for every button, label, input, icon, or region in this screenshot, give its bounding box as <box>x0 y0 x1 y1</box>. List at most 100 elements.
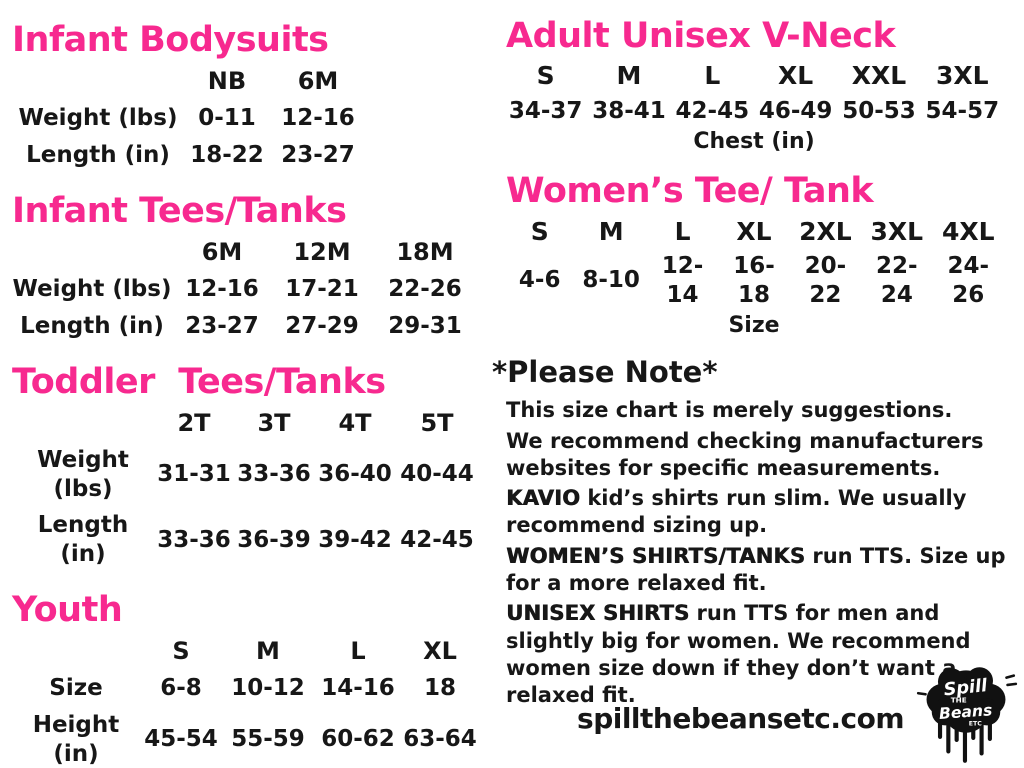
note-text: kid’s shirts run slim. We usually recomm… <box>506 486 967 538</box>
size-header-row: NB 6M <box>12 62 478 100</box>
note-line: UNISEX SHIRTS run TTS for men and slight… <box>506 600 1018 709</box>
table-row: Length (in) 23-27 27-29 29-31 <box>12 308 478 345</box>
size-column-header: 6M <box>297 67 339 96</box>
note-section: *Please Note* This size chart is merely … <box>492 355 1018 709</box>
size-column-header: L <box>350 637 366 665</box>
size-value-cell: 12-16 <box>281 105 355 132</box>
size-value-cell: 20-22 <box>804 252 847 308</box>
size-value-cell: 22-26 <box>388 276 462 302</box>
note-text: This size chart is merely suggestions. <box>506 398 953 423</box>
section-infant-bodysuits: Infant Bodysuits NB 6M Weight (lbs) 0-11… <box>12 20 478 174</box>
size-value-cell: 46-49 <box>758 97 833 124</box>
section-infant-tees: Infant Tees/Tanks 6M 12M 18M Weight (lbs… <box>12 191 478 345</box>
size-column-header: 4T <box>338 408 372 437</box>
table-row: Height (in) 45-54 55-59 60-62 63-64 <box>12 707 478 768</box>
size-value-cell: 55-59 <box>231 726 305 753</box>
size-value-cell: 54-57 <box>925 97 1000 124</box>
infant-tees-table: 6M 12M 18M Weight (lbs) 12-16 17-21 22-2… <box>12 233 478 345</box>
size-header-row: 6M 12M 18M <box>12 233 478 271</box>
size-value-cell: 24-26 <box>947 252 990 308</box>
size-value-cell: 6-8 <box>160 675 202 701</box>
table-row: Size 6-8 10-12 14-16 18 <box>12 670 478 707</box>
size-header-row: S M L XL XXL 3XL <box>504 58 1004 93</box>
adult-vneck-table: S M L XL XXL 3XL 34-37 38-41 42-45 46-49… <box>504 58 1004 128</box>
website-text: spillthebeansetc.com <box>577 702 904 735</box>
size-value-cell: 31-31 <box>157 461 231 488</box>
row-label: Weight (lbs) <box>18 105 178 132</box>
infant-bodysuits-title: Infant Bodysuits <box>12 20 329 60</box>
section-adult-vneck: Adult Unisex V-Neck S M L XL XXL 3XL 34-… <box>492 16 1018 154</box>
note-emphasis: KAVIO <box>506 486 581 511</box>
note-text: We recommend checking manufacturers webs… <box>506 428 984 480</box>
size-column-header: M <box>616 61 642 91</box>
note-line: WOMEN’S SHIRTS/TANKS run TTS. Size up fo… <box>506 543 1018 598</box>
size-column-header: 3XL <box>936 61 989 91</box>
note-title: *Please Note* <box>492 355 718 390</box>
section-toddler-tees: Toddler Tees/Tanks 2T 3T 4T 5T Weight (l… <box>12 362 478 573</box>
womens-tee-title: Women’s Tee/ Tank <box>506 171 874 212</box>
size-column-header: 12M <box>293 238 351 266</box>
size-column-header: 2T <box>177 408 211 437</box>
size-value-cell: 42-45 <box>675 97 750 124</box>
size-value-cell: 60-62 <box>321 726 395 753</box>
size-value-cell: 33-36 <box>237 461 311 488</box>
infant-tees-title: Infant Tees/Tanks <box>12 190 347 231</box>
womens-tee-table: S M L XL 2XL 3XL 4XL 4-6 8-10 12-14 16-1… <box>504 214 1004 313</box>
logo-text-spill: Spill <box>943 676 989 701</box>
row-label: Weight (lbs) <box>37 446 129 502</box>
table-row: Length (in) 18-22 23-27 <box>12 137 478 174</box>
youth-table: S M L XL Size 6-8 10-12 14-16 18 Height … <box>12 632 478 768</box>
size-column-header: NB <box>207 67 247 96</box>
axis-label: Chest (in) <box>693 129 815 155</box>
size-value-cell: 38-41 <box>592 97 666 124</box>
size-column-header: S <box>530 216 549 246</box>
logo-text-the: THE <box>951 696 967 705</box>
size-column-header: XL <box>423 637 457 665</box>
youth-title: Youth <box>12 589 123 630</box>
size-column-header: S <box>536 61 555 91</box>
size-header-row: S M L XL <box>12 632 478 670</box>
table-row: 34-37 38-41 42-45 46-49 50-53 54-57 <box>504 94 1004 129</box>
size-column-header: 4XL <box>941 216 995 246</box>
adult-vneck-title: Adult Unisex V-Neck <box>506 16 896 56</box>
size-value-cell: 29-31 <box>388 312 462 339</box>
section-womens-tee: Women’s Tee/ Tank S M L XL 2XL 3XL 4XL 4… <box>492 171 1018 338</box>
size-column-header: 6M <box>201 238 243 266</box>
size-value-cell: 0-11 <box>198 105 256 132</box>
size-column-header: S <box>172 637 190 665</box>
size-value-cell: 16-18 <box>733 252 775 308</box>
size-value-cell: 22-24 <box>876 252 918 308</box>
table-row: Weight (lbs) 0-11 12-16 <box>12 100 478 137</box>
size-column-header: M <box>256 637 280 665</box>
size-value-cell: 27-29 <box>285 312 359 339</box>
note-line: KAVIO kid’s shirts run slim. We usually … <box>506 485 1018 540</box>
axis-label: Size <box>728 313 780 339</box>
size-value-cell: 63-64 <box>403 726 477 753</box>
logo-sparkles <box>916 674 1018 696</box>
row-label: Length (in) <box>26 142 170 168</box>
note-emphasis: UNISEX SHIRTS <box>506 601 690 626</box>
right-column: Adult Unisex V-Neck S M L XL XXL 3XL 34-… <box>492 16 1018 713</box>
size-value-cell: 42-45 <box>400 526 474 553</box>
size-value-cell: 12-16 <box>185 276 259 302</box>
section-youth: Youth S M L XL Size 6-8 10-12 14-16 18 H… <box>12 590 478 768</box>
row-label: Length (in) <box>37 512 129 567</box>
size-value-cell: 45-54 <box>144 726 218 753</box>
size-header-row: S M L XL 2XL 3XL 4XL <box>504 214 1004 249</box>
size-value-cell: 36-40 <box>318 461 392 488</box>
size-column-header: XL <box>736 216 772 246</box>
note-text: run TTS. Size up for a more relaxed fit. <box>506 543 1006 596</box>
size-column-header: 5T <box>420 408 454 437</box>
size-column-header: XL <box>778 61 814 91</box>
table-row: Length (in) 33-36 36-39 39-42 42-45 <box>12 507 478 573</box>
size-value-cell: 34-37 <box>508 97 583 124</box>
size-value-cell: 18 <box>423 675 456 701</box>
row-label: Weight (lbs) <box>12 276 172 302</box>
size-value-cell: 12-14 <box>661 252 704 308</box>
size-column-header: M <box>598 216 624 246</box>
logo-splat-blob <box>926 667 1006 733</box>
size-column-header: XXL <box>851 61 907 91</box>
size-column-header: L <box>674 216 691 246</box>
size-value-cell: 39-42 <box>318 526 392 553</box>
toddler-tees-title: Toddler Tees/Tanks <box>12 361 386 402</box>
